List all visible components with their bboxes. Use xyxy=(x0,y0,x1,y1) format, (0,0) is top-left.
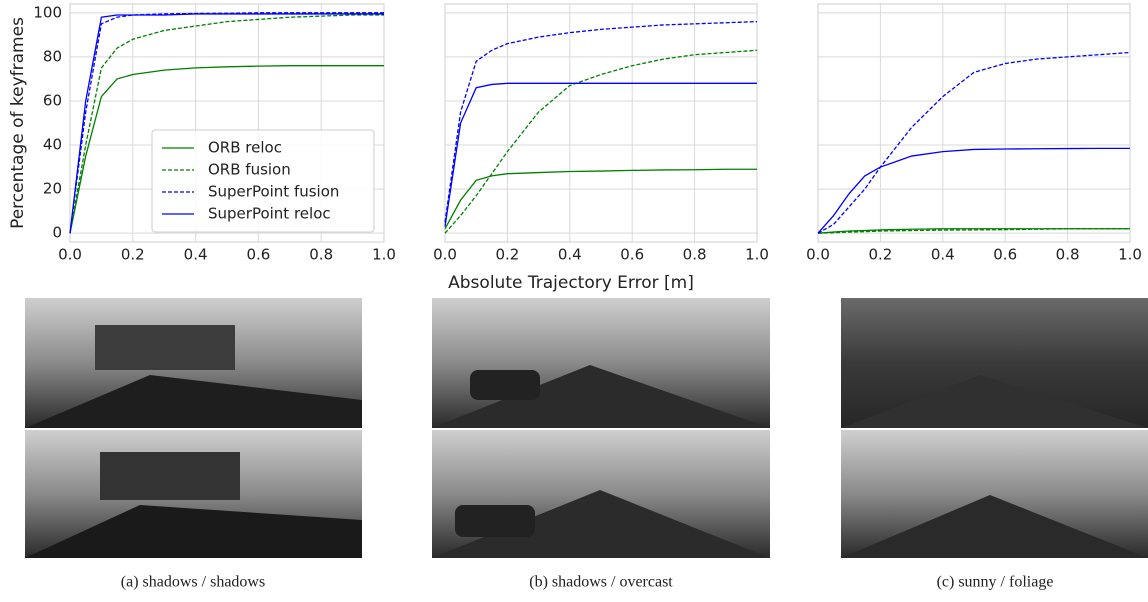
plot-frame xyxy=(817,3,1131,243)
line-series xyxy=(444,20,758,223)
x-tick-label: 1.0 xyxy=(745,246,769,264)
y-tick-label: 20 xyxy=(43,180,62,198)
plot-frame xyxy=(444,3,758,243)
x-tick-label: 0.0 xyxy=(433,246,457,264)
legend: ORB reloc ORB fusion SuperPoint fusion Supe… xyxy=(151,129,375,233)
photos xyxy=(25,298,1148,558)
y-tick-label: 60 xyxy=(43,91,62,109)
x-tick-label: 0.0 xyxy=(58,246,82,264)
photo-building xyxy=(100,452,240,500)
line-series xyxy=(69,13,384,234)
photo-car xyxy=(470,370,540,400)
x-axis-label: Absolute Trajectory Error [m] xyxy=(448,273,694,293)
x-tick-label: 1.0 xyxy=(1118,246,1142,264)
y-tick-label: 80 xyxy=(43,47,62,65)
photo-road xyxy=(432,490,770,558)
x-tick-label: 0.6 xyxy=(993,246,1017,264)
legend-label: ORB reloc xyxy=(208,139,282,157)
x-tick-label: 0.8 xyxy=(309,246,333,264)
x-tick-label: 0.8 xyxy=(683,246,707,264)
x-tick-label: 0.4 xyxy=(558,246,582,264)
y-tick-label: 0 xyxy=(52,224,62,242)
legend-label: SuperPoint fusion xyxy=(208,183,339,201)
x-tick-label: 0.8 xyxy=(1056,246,1080,264)
line-series xyxy=(444,49,758,234)
x-tick-label: 0.2 xyxy=(868,246,892,264)
photo-road xyxy=(841,375,1148,428)
photo-road xyxy=(432,365,770,428)
x-tick-label: 0.4 xyxy=(931,246,955,264)
line-series xyxy=(444,82,757,227)
y-axis-label: Percentage of keyframes xyxy=(8,17,28,229)
line-series xyxy=(69,14,384,234)
x-tick-label: 0.4 xyxy=(184,246,208,264)
y-tick-label: 100 xyxy=(33,3,62,21)
photo-road xyxy=(25,505,362,558)
legend-box xyxy=(151,129,375,233)
photo-car xyxy=(455,505,535,537)
x-tick-label: 0.2 xyxy=(495,246,519,264)
caption: (b) shadows / overcast xyxy=(529,574,673,591)
line-series xyxy=(817,228,1130,234)
caption: (a) shadows / shadows xyxy=(121,574,265,591)
plot-frame xyxy=(69,3,385,243)
x-tick-label: 0.6 xyxy=(246,246,270,264)
photo-road xyxy=(841,495,1148,558)
line-series xyxy=(444,168,757,230)
caption: (c) sunny / foliage xyxy=(937,574,1054,591)
line-series xyxy=(69,65,384,234)
x-tick-label: 1.0 xyxy=(372,246,396,264)
line-series xyxy=(817,51,1131,234)
x-tick-label: 0.0 xyxy=(806,246,830,264)
legend-label: SuperPoint reloc xyxy=(208,205,331,223)
legend-label: ORB fusion xyxy=(208,161,291,179)
photo-building xyxy=(95,325,235,370)
x-tick-label: 0.2 xyxy=(121,246,145,264)
y-tick-label: 40 xyxy=(43,136,62,154)
photo-road xyxy=(25,375,362,428)
line-series xyxy=(817,147,1130,234)
x-tick-label: 0.6 xyxy=(620,246,644,264)
